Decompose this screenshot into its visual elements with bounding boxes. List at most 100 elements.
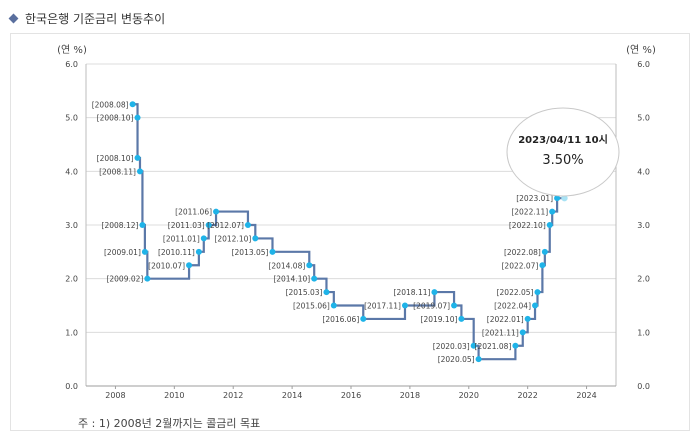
data-label: [2014.10] <box>273 275 310 284</box>
data-point <box>519 329 526 336</box>
data-point <box>306 262 313 269</box>
current-point <box>561 194 568 202</box>
x-tick-label: 2024 <box>576 391 596 400</box>
data-label: [2008.08] <box>92 100 129 109</box>
y-tick-label-left: 6.0 <box>65 60 78 69</box>
data-label: [2011.01] <box>163 234 200 243</box>
data-label: [2019.10] <box>421 315 458 324</box>
data-point <box>213 208 220 215</box>
data-label: [2015.03] <box>286 288 323 297</box>
data-point <box>534 289 541 296</box>
data-label: [2009.01] <box>104 248 141 257</box>
data-label: [2020.03] <box>433 342 470 351</box>
data-label: [2008.10] <box>97 114 134 123</box>
y-tick-label-right: 5.0 <box>637 114 650 123</box>
data-label: [2021.08] <box>475 342 512 351</box>
y-tick-label-left: 3.0 <box>65 221 78 230</box>
y-tick-label-right: 0.0 <box>637 382 650 391</box>
data-point <box>129 101 136 108</box>
data-point <box>549 208 556 215</box>
data-label: [2008.11] <box>99 167 136 176</box>
data-label: [2020.05] <box>438 355 475 364</box>
data-label: [2022.05] <box>497 288 534 297</box>
data-point <box>144 275 151 282</box>
data-point <box>134 114 141 121</box>
data-label: [2018.11] <box>394 288 431 297</box>
data-label: [2010.07] <box>148 261 185 270</box>
data-point <box>205 222 212 228</box>
y-tick-label-right: 1.0 <box>637 328 650 337</box>
data-point <box>512 342 519 349</box>
x-tick-label: 2020 <box>459 391 479 400</box>
data-label: [2013.05] <box>232 248 269 257</box>
data-point <box>323 289 330 296</box>
data-point <box>539 262 546 269</box>
data-point <box>524 315 531 322</box>
data-point <box>139 222 146 228</box>
data-point <box>532 302 539 309</box>
y-axis-label-left: (연 %) <box>57 44 87 56</box>
data-point <box>451 302 458 309</box>
data-point <box>554 195 561 202</box>
x-tick-label: 2018 <box>400 391 420 400</box>
x-tick-label: 2010 <box>164 391 184 400</box>
footnote: 주 : 1) 2008년 2월까지는 콜금리 목표 <box>78 417 261 430</box>
x-tick-label: 2008 <box>105 391 125 400</box>
y-axis-label-right: (연 %) <box>626 44 656 56</box>
data-label: [2010.11] <box>158 248 195 257</box>
tooltip-value: 3.50% <box>542 153 583 168</box>
data-point <box>546 222 553 228</box>
y-tick-label-right: 6.0 <box>637 60 650 69</box>
tooltip-date: 2023/04/11 10시 <box>518 134 608 146</box>
y-tick-label-left: 5.0 <box>65 114 78 123</box>
data-point <box>269 248 276 255</box>
data-label: [2008.12] <box>102 221 139 230</box>
data-label: [2011.06] <box>175 208 212 217</box>
y-tick-label-right: 2.0 <box>637 275 650 284</box>
data-label: [2023.01] <box>516 194 553 203</box>
y-tick-label-left: 0.0 <box>65 382 78 391</box>
data-label: [2022.11] <box>511 208 548 217</box>
data-point <box>141 248 148 255</box>
x-tick-label: 2022 <box>517 391 537 400</box>
x-tick-label: 2012 <box>223 391 243 400</box>
data-point <box>360 315 367 322</box>
data-label: [2022.01] <box>487 315 524 324</box>
data-label: [2021.11] <box>482 328 519 337</box>
data-label: [2015.06] <box>293 302 330 311</box>
data-label: [2019.07] <box>413 302 450 311</box>
data-point <box>244 222 251 228</box>
data-label: [2022.04] <box>494 302 531 311</box>
data-point <box>134 154 141 161</box>
data-point <box>195 248 202 255</box>
data-point <box>200 235 207 242</box>
y-tick-label-right: 3.0 <box>637 221 650 230</box>
data-label: [2022.07] <box>502 261 539 270</box>
data-point <box>136 168 143 175</box>
y-tick-label-left: 4.0 <box>65 167 78 176</box>
data-label: [2009.02] <box>106 275 143 284</box>
data-point <box>252 235 259 242</box>
data-label: [2022.10] <box>509 221 546 230</box>
x-tick-label: 2016 <box>341 391 361 400</box>
y-tick-label-left: 1.0 <box>65 328 78 337</box>
data-label: [2012.10] <box>214 234 251 243</box>
data-point <box>475 356 482 363</box>
data-point <box>311 275 318 282</box>
data-point <box>541 248 548 255</box>
data-label: [2017.11] <box>364 302 401 311</box>
data-label: [2012.07] <box>207 221 244 230</box>
data-point <box>470 342 477 349</box>
x-tick-label: 2014 <box>282 391 302 400</box>
y-tick-label-right: 4.0 <box>637 167 650 176</box>
y-tick-label-left: 2.0 <box>65 275 78 284</box>
chart-header: 한국은행 기준금리 변동추이 <box>6 8 165 28</box>
data-label: [2016.06] <box>322 315 359 324</box>
data-point <box>401 302 408 309</box>
data-label: [2011.03] <box>168 221 205 230</box>
chart-frame <box>10 33 690 431</box>
data-point <box>431 289 438 296</box>
data-point <box>458 315 465 322</box>
page-title: 한국은행 기준금리 변동추이 <box>25 11 166 26</box>
